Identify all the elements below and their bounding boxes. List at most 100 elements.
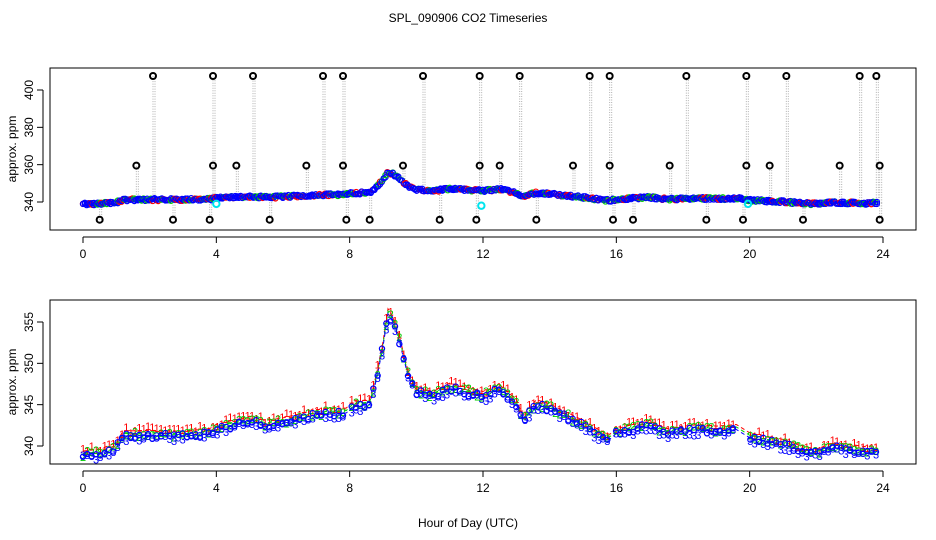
bottom-x-tick-label: 24 [876, 481, 890, 495]
series-1-label: 1 [461, 381, 467, 393]
bottom-data-point [218, 422, 225, 430]
series-1-label: 1 [769, 434, 775, 446]
bottom-data-point [127, 434, 134, 442]
bottom-y-axis-title: approx. ppm [5, 349, 19, 416]
bottom-data-point [872, 448, 880, 456]
bottom-data-point [764, 440, 771, 447]
series-1-label: 1 [97, 445, 103, 457]
series-2-label: 2 [102, 448, 108, 460]
outlier-point [95, 215, 104, 224]
series-1-label: 1 [674, 419, 680, 431]
series-1-label: 1 [717, 420, 723, 432]
series-2-label: 2 [674, 426, 680, 438]
bottom-data-point [851, 449, 858, 456]
series-1-label: 1 [773, 436, 779, 448]
series-3-label: 3 [695, 430, 701, 442]
bottom-data-point [305, 415, 312, 423]
bottom-data-point [413, 391, 420, 399]
series-2-label: 2 [496, 382, 502, 394]
series-1-label: 1 [128, 428, 134, 440]
series-2-label: 2 [405, 366, 411, 378]
series-1-label: 1 [457, 378, 463, 390]
series-3-label: 3 [418, 389, 424, 401]
bottom-data-point [123, 430, 130, 437]
series-1-label: 1 [331, 404, 337, 416]
series-2-label: 2 [578, 420, 584, 432]
bottom-y-tick-label: 340 [22, 436, 36, 456]
series-2-label: 2 [522, 411, 528, 423]
outlier-point [495, 161, 504, 170]
outlier-point [339, 72, 347, 80]
bottom-data-point [513, 403, 520, 411]
series-2-label: 2 [869, 444, 875, 456]
series-1-label: 1 [513, 394, 519, 406]
series-2-label: 2 [266, 417, 272, 429]
outlier-point [585, 72, 594, 80]
series-3-label: 3 [84, 450, 90, 462]
series-2-label: 2 [353, 397, 359, 409]
series-1-label: 1 [362, 392, 368, 404]
series-2-label: 2 [648, 417, 654, 429]
series-2-label: 2 [808, 447, 814, 459]
bottom-data-point [352, 404, 360, 411]
series-3-label: 3 [526, 412, 532, 424]
series-3-label: 3 [158, 431, 164, 443]
series-3-label: 3 [466, 391, 472, 403]
bottom-data-point [547, 405, 555, 412]
bottom-data-point [149, 435, 156, 442]
outlier-point [855, 72, 864, 80]
series-1-label: 1 [487, 383, 493, 395]
series-2-label: 2 [409, 378, 415, 390]
series-3-label: 3 [834, 443, 840, 455]
bottom-x-tick-label: 0 [80, 481, 87, 495]
series-1-label: 1 [219, 419, 225, 431]
series-1-label: 1 [765, 429, 771, 441]
series-2-label: 2 [301, 412, 307, 424]
series-3-label: 3 [219, 424, 225, 436]
series-1-label: 1 [791, 440, 797, 452]
bottom-data-point [144, 430, 152, 438]
series-1-label: 1 [89, 441, 95, 453]
outlier-point [765, 161, 774, 170]
top-x-tick-label: 20 [743, 247, 757, 261]
series-1-label: 1 [193, 426, 199, 438]
top-y-tick-label: 380 [22, 117, 36, 137]
series-1-label: 1 [136, 423, 142, 435]
outlier-point [419, 72, 427, 80]
series-3-label: 3 [214, 429, 220, 441]
series-2-label: 2 [639, 422, 645, 434]
series-2-label: 2 [401, 353, 407, 365]
series-3-label: 3 [175, 432, 181, 444]
bottom-data-point [188, 432, 195, 439]
bottom-data-point [140, 434, 147, 441]
top-panel: 0 4 8 12 16 20 24 340 360 380 400 approx. ppm [5, 67, 917, 261]
bottom-data-point [422, 391, 429, 399]
series-2-label: 2 [830, 442, 836, 454]
series-3-label: 3 [184, 431, 190, 443]
bottom-y-tick-label: 345 [22, 394, 36, 414]
series-2-label: 2 [773, 436, 779, 448]
series-3-label: 3 [669, 429, 675, 441]
bottom-data-point [244, 420, 251, 427]
series-2-label: 2 [128, 431, 134, 443]
series-3-label: 3 [366, 400, 372, 412]
bottom-data-point [214, 426, 221, 433]
series-2-label: 2 [379, 347, 385, 359]
series-2-label: 2 [873, 446, 879, 458]
bottom-data-point [179, 430, 186, 437]
series-1-label: 1 [266, 416, 272, 428]
series-2-label: 2 [197, 427, 203, 439]
series-3-label: 3 [769, 440, 775, 452]
series-3-label: 3 [201, 432, 207, 444]
bottom-y-tick-label: 350 [22, 353, 36, 373]
bottom-data-point [755, 438, 763, 446]
bottom-data-point [196, 434, 204, 441]
bottom-x-tick-label: 4 [213, 481, 220, 495]
bottom-data-point [482, 392, 490, 399]
bottom-data-point [517, 411, 524, 418]
bottom-data-point [643, 421, 650, 429]
outlier-point [782, 72, 791, 80]
series-2-label: 2 [860, 447, 866, 459]
series-2-label: 2 [747, 430, 753, 442]
series-1-label: 1 [635, 417, 641, 429]
